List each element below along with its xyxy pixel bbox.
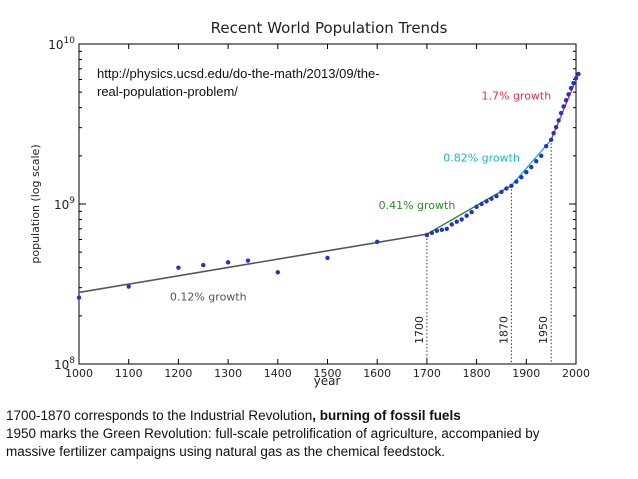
data-point: [504, 186, 509, 191]
population-chart: Recent World Population Trends 1000 1100 1…: [29, 19, 590, 388]
x-tick-label: 1600: [363, 367, 391, 380]
x-tick-label: 1100: [115, 367, 143, 380]
y-tick-exponent: 8: [69, 356, 75, 366]
y-tick-base: 10: [48, 38, 63, 52]
x-tick-label: 1200: [164, 367, 192, 380]
data-point: [571, 80, 576, 86]
y-tick-base: 10: [54, 358, 69, 372]
data-point: [558, 110, 564, 116]
data-point: [576, 71, 581, 77]
caption-line-1: 1700-1870 corresponds to the Industrial …: [6, 407, 461, 425]
growth-label: 1.7% growth: [482, 89, 552, 102]
era-marker-label: 1950: [537, 316, 550, 344]
source-url-line-1: http://physics.ucsd.edu/do-the-math/2013…: [97, 66, 380, 81]
y-tick-exponent: 10: [64, 36, 76, 46]
growth-fit-line: [78, 233, 428, 294]
data-point: [499, 189, 504, 195]
x-tick-label: 1800: [463, 367, 491, 380]
caption-line-3: massive fertilizer campaigns using natur…: [6, 444, 445, 459]
source-url: http://physics.ucsd.edu/do-the-math/2013…: [97, 65, 447, 101]
growth-fit-line: [426, 184, 512, 235]
data-point: [439, 227, 445, 232]
x-axis: 1000 1100 1200 1300 1400 1500 1600 1700 1800 1900…: [65, 44, 590, 380]
data-point: [529, 164, 534, 170]
data-point: [474, 204, 479, 210]
data-point: [454, 219, 459, 224]
era-markers: 1700 1870 1950: [413, 139, 552, 364]
y-tick-exponent: 9: [69, 196, 75, 206]
data-point: [375, 239, 380, 245]
data-point: [573, 76, 579, 81]
caption-line-1-text: 1700-1870 corresponds to the Industrial …: [6, 408, 313, 423]
data-point: [429, 230, 435, 236]
data-point: [479, 201, 484, 207]
data-points: [76, 71, 581, 300]
y-tick-label: 109: [54, 196, 75, 212]
data-point: [434, 228, 440, 233]
data-point: [176, 265, 181, 270]
data-point: [484, 199, 489, 204]
data-point: [553, 124, 559, 130]
data-point: [539, 153, 544, 159]
data-point: [444, 226, 449, 231]
caption-line-1-emphasis: , burning of fossil fuels: [312, 408, 461, 423]
data-point: [556, 118, 561, 123]
caption-line-2: 1950 marks the Green Revolution: full-sc…: [6, 426, 540, 441]
data-point: [509, 183, 514, 188]
data-point: [76, 295, 82, 300]
y-axis-label: population (log scale): [29, 144, 42, 263]
x-tick-label: 1300: [214, 367, 242, 380]
growth-label: 0.12% growth: [170, 290, 247, 303]
data-point: [489, 196, 494, 201]
x-axis-label: year: [314, 374, 341, 388]
x-tick-label: 1000: [65, 367, 93, 380]
data-point: [561, 104, 566, 109]
data-point: [519, 175, 524, 180]
data-point: [563, 98, 569, 103]
y-tick-label: 108: [54, 356, 75, 372]
data-point: [325, 255, 330, 261]
growth-label: 0.82% growth: [443, 151, 520, 164]
data-point: [459, 217, 464, 222]
data-point: [534, 159, 539, 164]
y-tick-base: 10: [54, 198, 69, 212]
growth-label: 0.41% growth: [379, 199, 456, 212]
data-point: [126, 284, 131, 289]
data-point: [275, 270, 280, 275]
data-point: [464, 213, 469, 218]
data-point: [568, 85, 574, 91]
data-point: [424, 232, 430, 238]
data-point: [566, 92, 571, 97]
data-point: [494, 193, 499, 199]
era-marker-label: 1870: [497, 316, 510, 344]
data-point: [514, 179, 519, 184]
data-point: [225, 260, 231, 265]
growth-labels: 0.12% growth 0.41% growth 0.82% growth 1.7%…: [170, 89, 551, 303]
x-tick-label: 1500: [314, 367, 342, 380]
y-tick-label: 1010: [48, 36, 75, 52]
data-point: [548, 137, 554, 142]
x-tick-label: 1900: [512, 367, 540, 380]
data-point: [245, 258, 251, 263]
data-point: [551, 131, 556, 136]
source-url-line-2: real-population-problem/: [97, 84, 238, 99]
x-tick-label: 1700: [413, 367, 441, 380]
data-point: [469, 209, 474, 215]
plot-area: [78, 43, 577, 365]
data-point: [543, 143, 549, 149]
chart-title: Recent World Population Trends: [211, 19, 448, 37]
data-point: [524, 170, 529, 175]
era-marker-label: 1700: [413, 316, 426, 344]
data-point: [449, 222, 454, 227]
x-tick-label: 2000: [562, 367, 590, 380]
data-point: [201, 262, 206, 268]
x-tick-label: 1400: [264, 367, 292, 380]
